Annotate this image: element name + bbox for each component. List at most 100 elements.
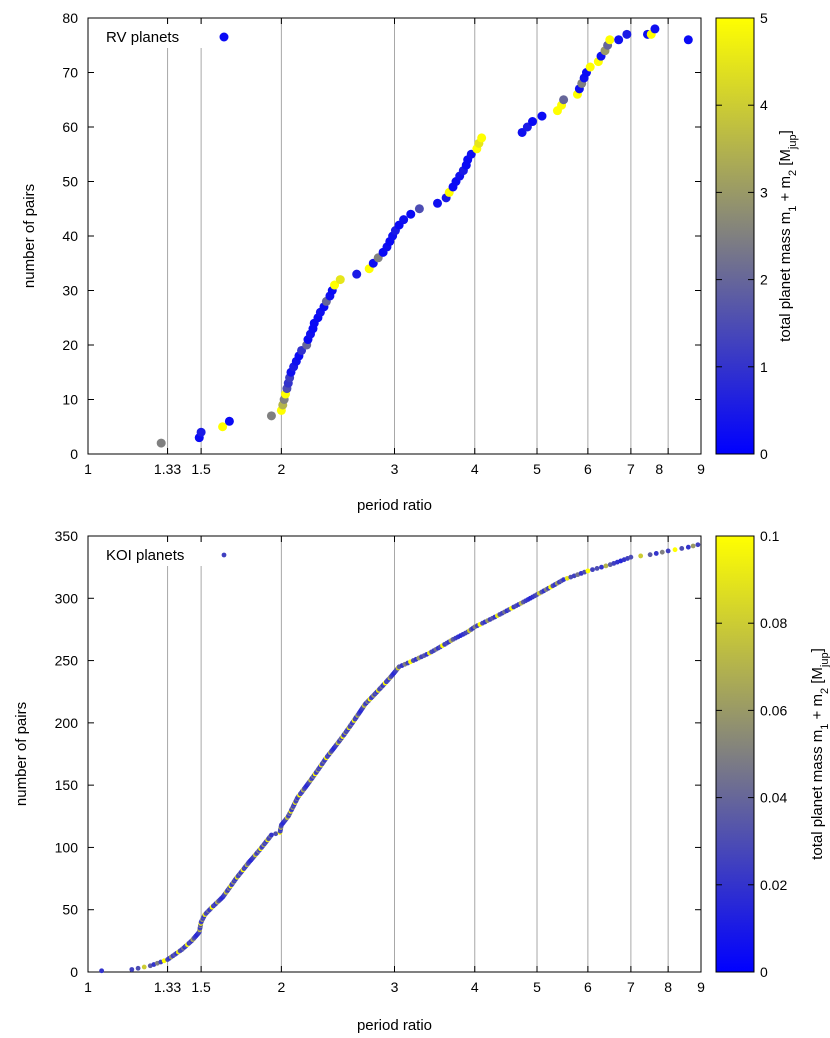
data-point [528, 117, 538, 127]
colorbar-label-part: total planet mass m [809, 730, 826, 860]
x-tick-label: 1.5 [191, 461, 211, 477]
colorbar-label-subscript: 1 [819, 724, 830, 730]
data-point [590, 567, 595, 573]
data-point [638, 553, 644, 559]
y-tick-label: 100 [55, 839, 79, 855]
koi-chart: 1 1.33 1.5 2 3 4 5 6 7 8 9 0 50 100 150 200 250 300 350 per… [13, 528, 830, 1034]
x-tick-label: 7 [627, 979, 635, 995]
data-point [537, 111, 547, 121]
y-tick-label: 60 [62, 119, 78, 135]
colorbar [715, 535, 755, 973]
data-point [653, 551, 659, 556]
data-point [614, 35, 624, 45]
colorbar-label: total planet mass m1 + m2 [Mjup] [809, 648, 830, 860]
legend: KOI planets [100, 542, 250, 566]
x-tick-label: 8 [655, 461, 663, 477]
x-tick-label: 1 [84, 461, 92, 477]
colorbar-label-part: + m [809, 694, 826, 724]
data-point [224, 416, 234, 426]
data-point [141, 964, 147, 970]
data-point [406, 209, 416, 219]
y-tick-label: 50 [62, 902, 78, 918]
data-point [599, 564, 604, 570]
x-tick-label: 8 [664, 979, 672, 995]
colorbar-tick-label: 0.02 [760, 877, 787, 893]
data-point [647, 552, 653, 558]
data-points [99, 542, 701, 974]
data-point [585, 568, 591, 574]
colorbar-label-part: [M [777, 149, 794, 170]
y-tick-label: 350 [55, 528, 79, 544]
x-tick-label: 3 [391, 979, 399, 995]
data-point [266, 411, 276, 421]
y-tick-label: 80 [62, 10, 78, 26]
data-point [433, 198, 443, 208]
x-tick-label: 5 [533, 461, 541, 477]
legend-marker [221, 552, 227, 558]
y-tick-label: 20 [62, 337, 78, 353]
colorbar-label-part: + m [777, 176, 794, 206]
data-point [135, 965, 141, 971]
data-point [603, 563, 609, 569]
x-tick-label: 4 [471, 979, 479, 995]
data-point [218, 422, 228, 432]
data-point [352, 269, 362, 279]
x-tick-label: 2 [277, 979, 285, 995]
colorbar-label-part: ] [809, 648, 826, 652]
data-point [659, 549, 665, 555]
y-tick-label: 40 [62, 228, 78, 244]
x-tick-label: 1.5 [191, 979, 211, 995]
colorbar-tick-label: 0.06 [760, 702, 787, 718]
data-point [690, 543, 696, 549]
x-tick-label: 9 [697, 979, 705, 995]
y-tick-label: 10 [62, 392, 78, 408]
x-tick-label: 6 [584, 461, 592, 477]
x-tick-label: 4 [471, 461, 479, 477]
colorbar-tick-label: 0 [760, 964, 768, 980]
data-point [399, 215, 409, 225]
data-point [559, 95, 569, 105]
data-point [622, 29, 632, 39]
data-point [672, 547, 678, 553]
x-tick-label: 9 [697, 461, 705, 477]
colorbar-label-part: total planet mass m [777, 212, 794, 342]
colorbar-tick-label: 0.04 [760, 790, 787, 806]
colorbar-label-subscript: 2 [819, 688, 830, 694]
colorbar [715, 17, 755, 455]
y-tick-label: 70 [62, 65, 78, 81]
colorbar-tick-label: 2 [760, 272, 768, 288]
y-tick-label: 150 [55, 777, 79, 793]
y-axis-label: number of pairs [21, 184, 38, 288]
x-axis-label: period ratio [357, 497, 432, 514]
data-point [156, 438, 166, 448]
data-point [695, 542, 701, 548]
y-tick-label: 250 [55, 653, 79, 669]
colorbar-tick-label: 5 [760, 10, 768, 26]
colorbar-tick-label: 4 [760, 97, 768, 113]
y-tick-label: 0 [70, 446, 78, 462]
x-tick-label: 2 [277, 461, 285, 477]
legend-label: KOI planets [106, 547, 184, 564]
colorbar-label-subscript: 2 [787, 170, 799, 176]
legend-marker [219, 32, 229, 42]
x-axis-label: period ratio [357, 1017, 432, 1034]
x-tick-label: 1.33 [154, 461, 181, 477]
x-tick-label: 5 [533, 979, 541, 995]
colorbar-label-subscript: jup [787, 134, 799, 150]
data-point [99, 968, 105, 974]
x-tick-label: 1 [84, 979, 92, 995]
data-point [628, 554, 634, 560]
y-tick-label: 30 [62, 283, 78, 299]
data-point [650, 24, 660, 34]
data-point [466, 149, 476, 159]
colorbar-label-subscript: jup [819, 652, 830, 668]
y-tick-label: 300 [55, 590, 79, 606]
data-points [156, 24, 693, 448]
colorbar-tick-label: 0 [760, 446, 768, 462]
y-tick-label: 200 [55, 715, 79, 731]
colorbar-tick-label: 0.1 [760, 528, 780, 544]
colorbar-tick-label: 1 [760, 359, 768, 375]
legend-label: RV planets [106, 29, 179, 46]
y-axis-label: number of pairs [13, 702, 30, 806]
